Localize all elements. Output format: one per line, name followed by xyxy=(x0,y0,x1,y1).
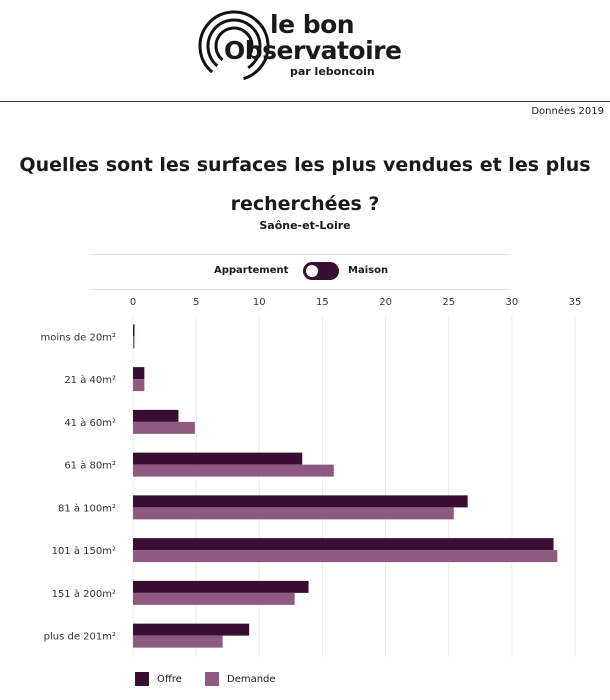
bar-demande xyxy=(133,592,295,605)
y-category-label: 61 à 80m² xyxy=(64,460,116,472)
bar-demande xyxy=(133,464,334,477)
bar-demande xyxy=(133,421,195,434)
y-category-label: plus de 201m² xyxy=(44,632,116,643)
bar-offre xyxy=(133,623,250,636)
bar-offre xyxy=(133,324,135,337)
property-type-toggle[interactable] xyxy=(303,262,339,280)
y-category-label: 101 à 150m² xyxy=(52,545,116,557)
brand-line-3: par leboncoin xyxy=(290,65,375,78)
chart-title: Quelles sont les surfaces les plus vendu… xyxy=(19,154,591,215)
y-category-label: moins de 20m² xyxy=(40,332,116,343)
bar-demande xyxy=(133,507,454,520)
chart-subtitle: Saône-et-Loire xyxy=(259,219,351,232)
bar-demande xyxy=(133,336,135,349)
toggle-label-maison[interactable]: Maison xyxy=(348,265,389,276)
concentric-circles-icon xyxy=(198,10,270,82)
x-tick-label: 20 xyxy=(379,297,392,308)
y-category-label: 21 à 40m² xyxy=(64,374,116,386)
x-tick-label: 10 xyxy=(253,297,266,308)
bar-demande xyxy=(133,635,223,648)
legend-label-offre: Offre xyxy=(157,674,182,685)
property-type-switch: Appartement Maison xyxy=(90,254,510,290)
legend-label-demande: Demande xyxy=(227,674,276,685)
y-category-label: 41 à 60m² xyxy=(64,417,116,429)
brand-line-2: Observatoire xyxy=(224,36,402,65)
brand-line-1: le bon xyxy=(270,10,355,39)
surface-bar-chart: 0 5 10 15 20 25 30 35 moins de 20m² 21 à 40m² 41 à… xyxy=(40,297,582,657)
bar-demande xyxy=(133,379,145,392)
bar-offre xyxy=(133,580,309,593)
bar-offre xyxy=(133,495,468,508)
bar-demande xyxy=(133,550,558,563)
toggle-label-appartement[interactable]: Appartement xyxy=(214,265,289,276)
toggle-knob xyxy=(306,265,318,277)
header-divider xyxy=(0,101,610,102)
x-tick-label: 30 xyxy=(505,297,518,308)
legend-swatch-offre xyxy=(135,672,149,686)
bar-offre xyxy=(133,367,145,380)
data-year-note: Données 2019 xyxy=(531,106,604,117)
x-tick-label: 5 xyxy=(193,297,199,308)
y-category-label: 81 à 100m² xyxy=(58,502,116,514)
bar-offre xyxy=(133,409,179,422)
x-tick-label: 0 xyxy=(130,297,136,308)
y-category-label: 151 à 200m² xyxy=(52,588,116,600)
bar-offre xyxy=(133,538,554,551)
bar-offre xyxy=(133,452,303,465)
brand-logo: le bon Observatoire par leboncoin xyxy=(198,8,408,88)
x-tick-label: 15 xyxy=(316,297,329,308)
legend-swatch-demande xyxy=(205,672,219,686)
x-tick-label: 25 xyxy=(442,297,455,308)
x-tick-label: 35 xyxy=(569,297,582,308)
